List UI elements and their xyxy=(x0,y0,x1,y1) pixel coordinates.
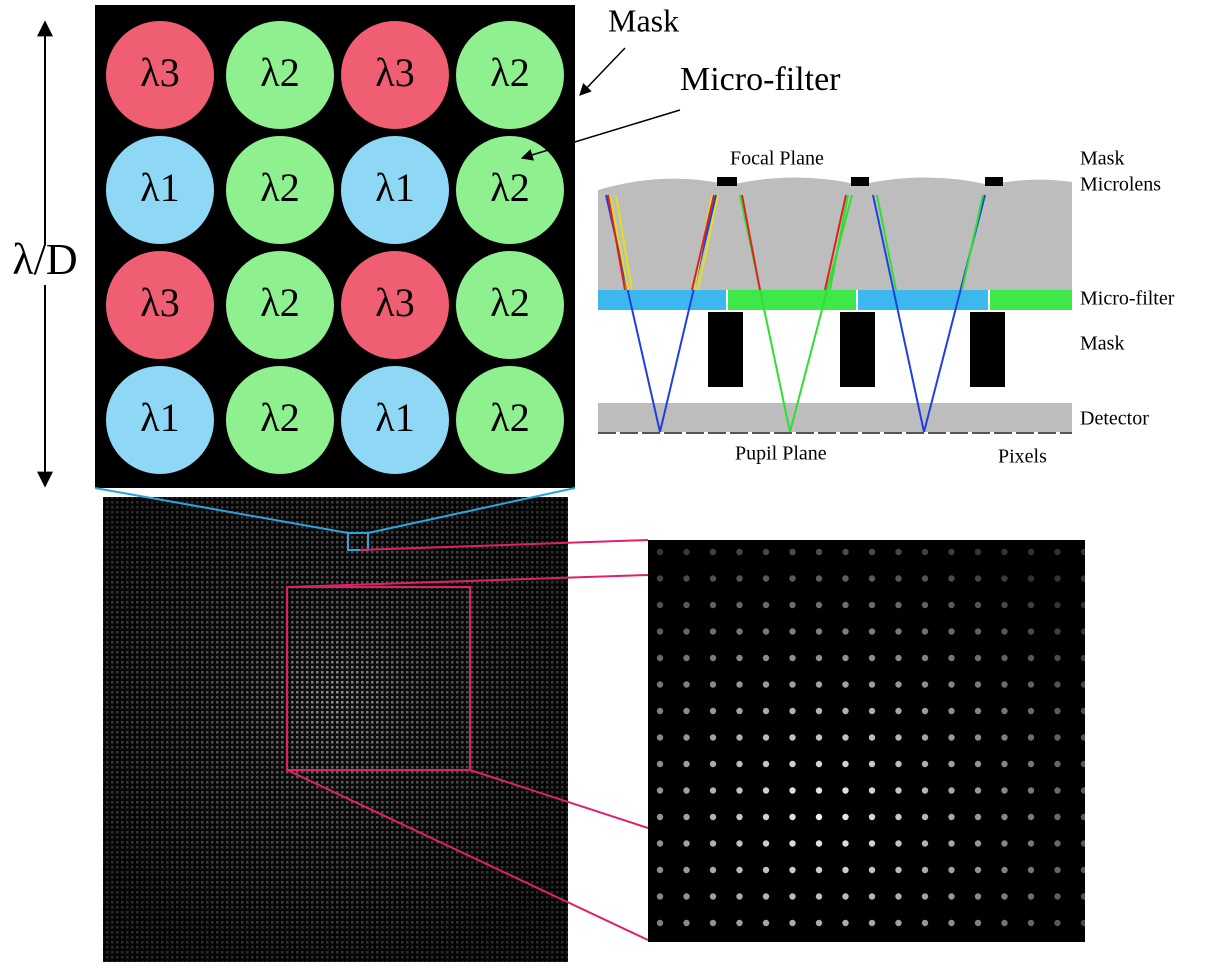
filter-cell xyxy=(106,251,214,359)
callout: Mask xyxy=(608,2,679,38)
cell-label: λ3 xyxy=(375,280,414,325)
label: Microlens xyxy=(1080,174,1161,196)
filter-cell xyxy=(226,136,334,244)
filter-cell xyxy=(106,21,214,129)
cell-label: λ2 xyxy=(490,395,529,440)
label: Detector xyxy=(1080,408,1149,430)
filter-cell xyxy=(341,251,449,359)
cell-label: λ1 xyxy=(375,395,414,440)
filter-cell xyxy=(456,366,564,474)
zoom-lines xyxy=(94,487,649,941)
filter-cell xyxy=(226,251,334,359)
cell-label: λ2 xyxy=(490,280,529,325)
cell-label: λ3 xyxy=(140,280,179,325)
label: Focal Plane xyxy=(730,148,824,170)
filter-cell xyxy=(456,251,564,359)
cell-label: λ3 xyxy=(375,50,414,95)
callout-arrow xyxy=(520,109,681,161)
cross-section xyxy=(598,177,1072,434)
filter-cell xyxy=(341,366,449,474)
callout-arrow xyxy=(579,47,626,96)
cell-label: λ2 xyxy=(260,395,299,440)
filter-cell xyxy=(106,136,214,244)
cell-label: λ3 xyxy=(140,50,179,95)
axis-label: λ/D xyxy=(12,235,77,284)
label: Micro-filter xyxy=(1080,288,1175,310)
filter-cell xyxy=(106,366,214,474)
cell-label: λ2 xyxy=(490,50,529,95)
cell-label: λ1 xyxy=(140,165,179,210)
label: Pixels xyxy=(998,446,1047,468)
zoom-image xyxy=(648,540,1085,942)
callout: Micro-filter xyxy=(680,61,841,98)
detector-image xyxy=(103,497,568,962)
cell-label: λ1 xyxy=(375,165,414,210)
cross-section-labels: Focal Plane Mask Microlens Micro-filter … xyxy=(730,148,1175,468)
cell-label: λ2 xyxy=(490,165,529,210)
cell-label: λ2 xyxy=(260,50,299,95)
cell-label: λ2 xyxy=(260,280,299,325)
filter-cell xyxy=(456,21,564,129)
label: Mask xyxy=(1080,333,1124,355)
filter-cell xyxy=(341,136,449,244)
mask-grid: λ3 λ2 λ3 λ2 λ1 λ2 λ1 λ2 λ3 λ2 λ3 λ2 λ1 λ2 λ1 λ2 xyxy=(106,21,564,474)
filter-cell xyxy=(456,136,564,244)
filter-cell xyxy=(226,21,334,129)
cell-label: λ1 xyxy=(140,395,179,440)
cell-label: λ2 xyxy=(260,165,299,210)
label: Pupil Plane xyxy=(735,443,827,465)
filter-cell xyxy=(226,366,334,474)
filter-cell xyxy=(341,21,449,129)
label: Mask xyxy=(1080,148,1124,170)
